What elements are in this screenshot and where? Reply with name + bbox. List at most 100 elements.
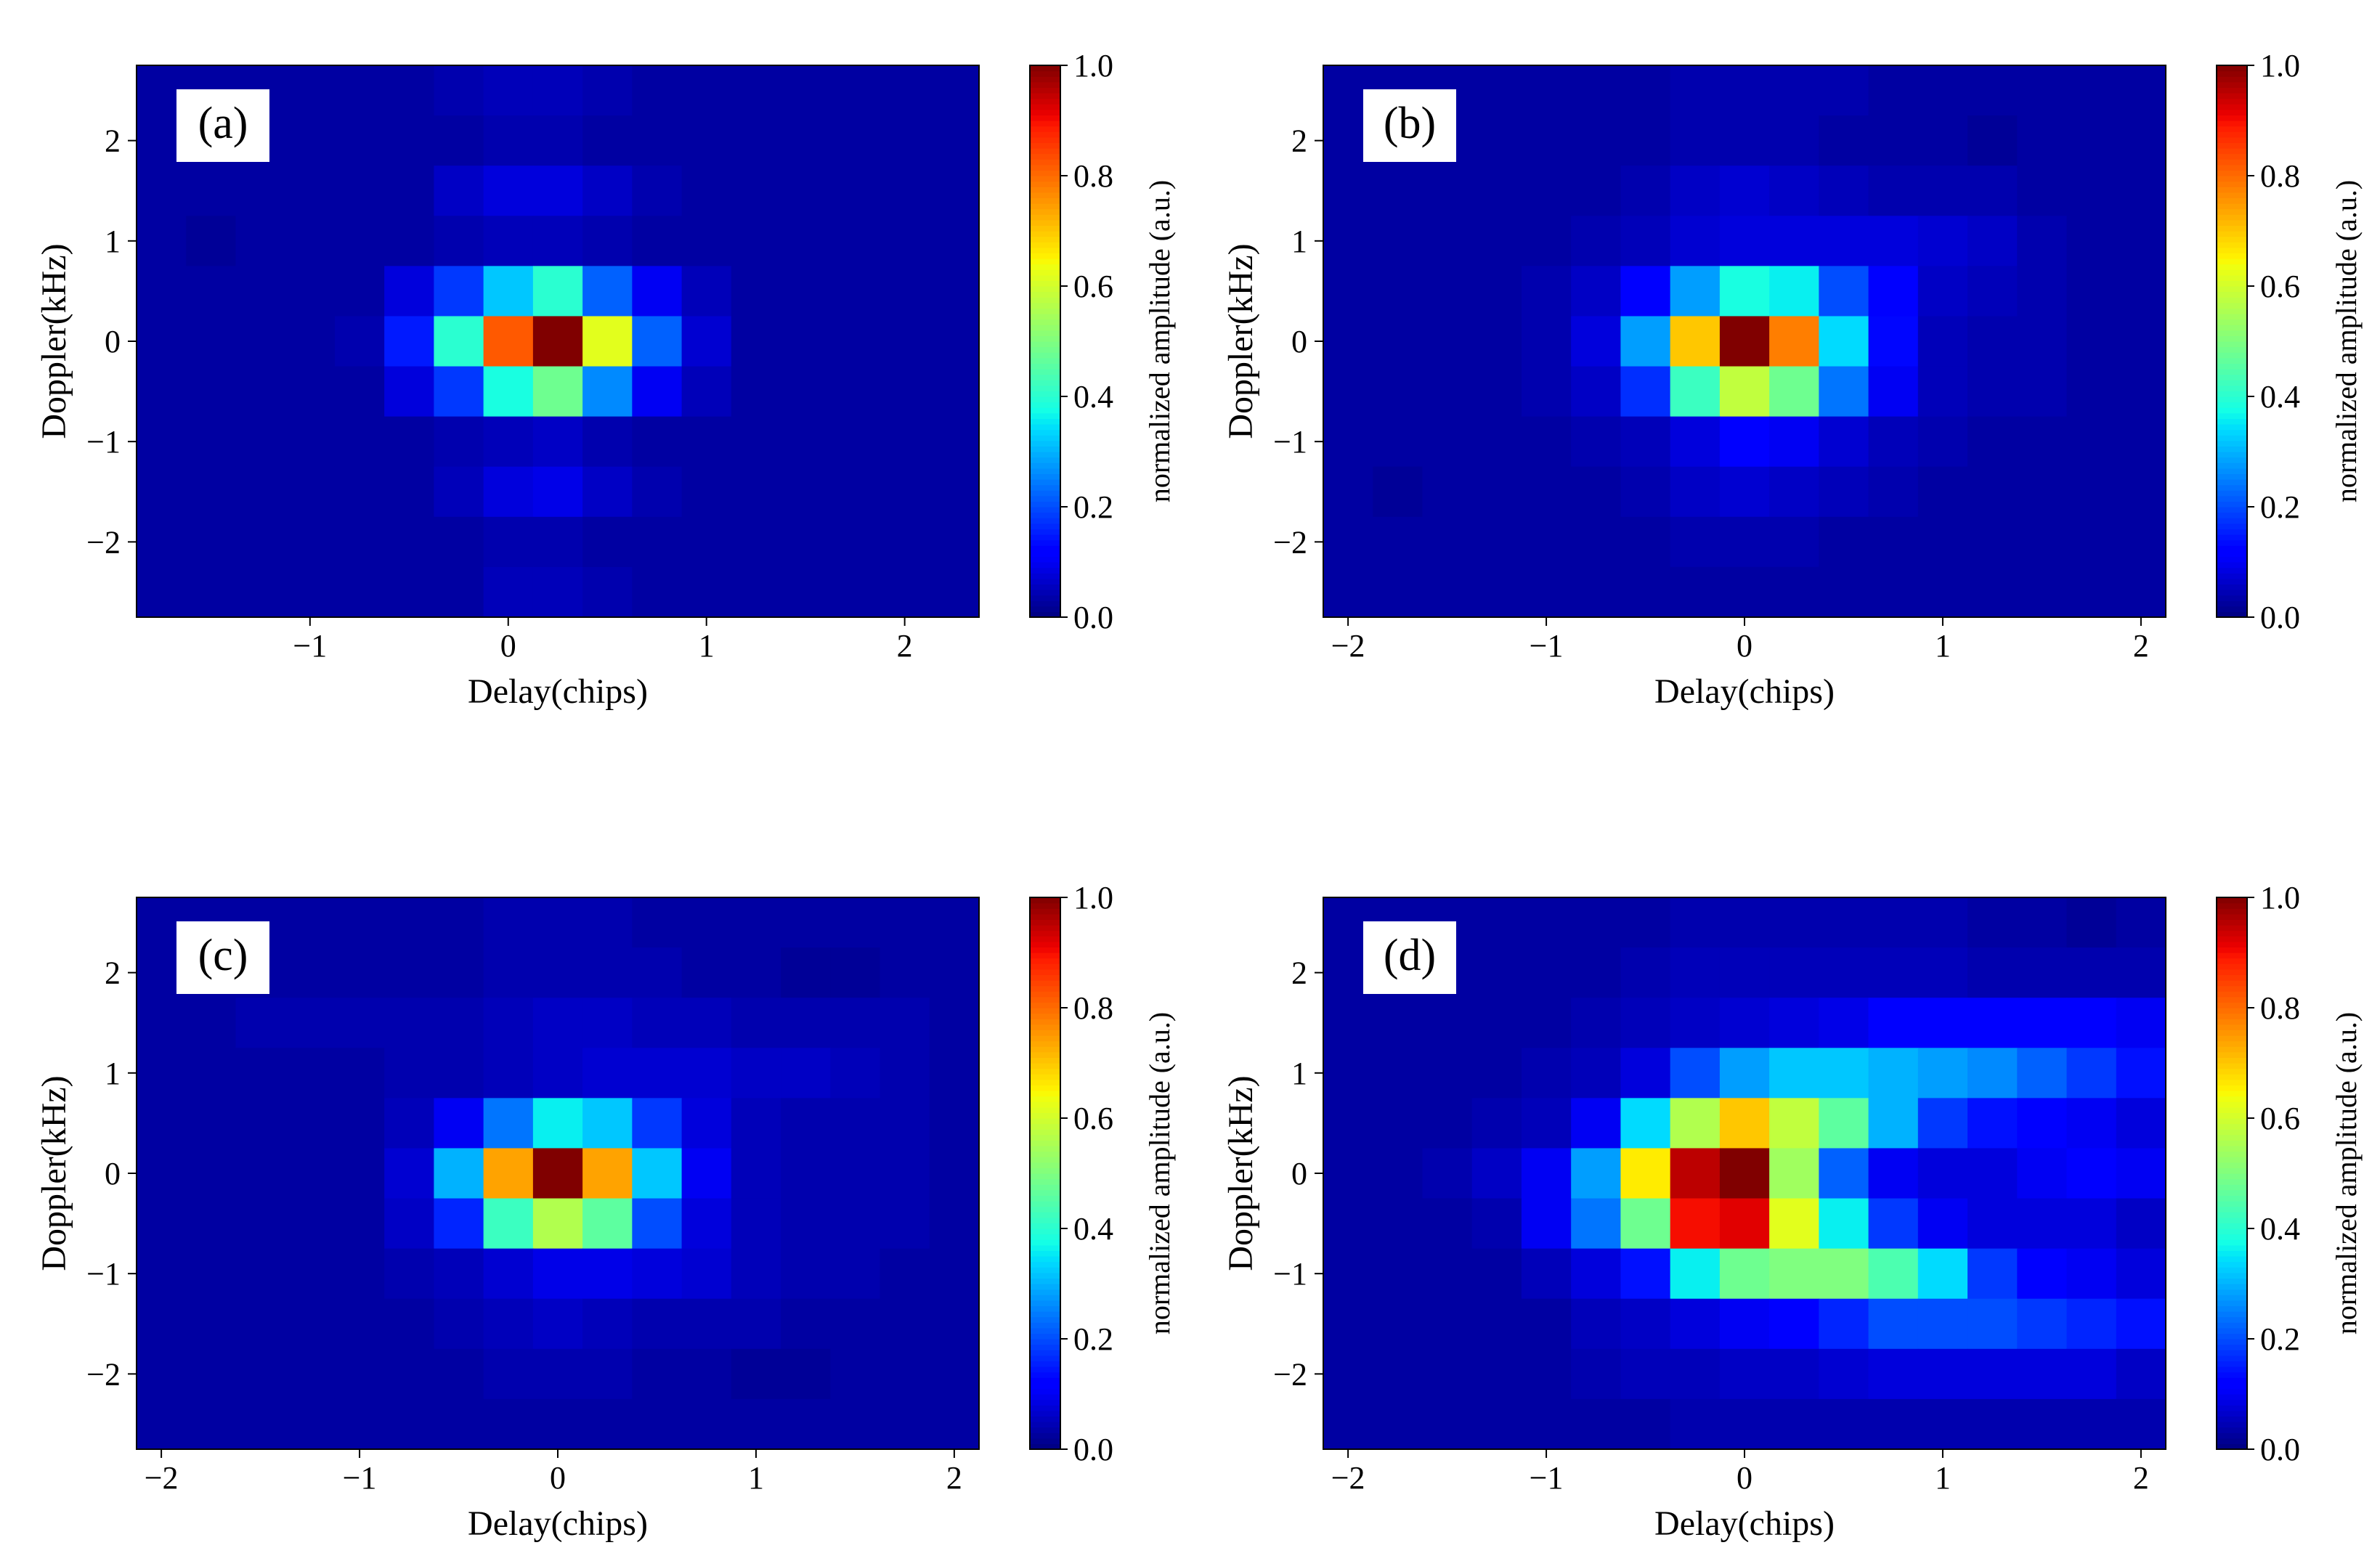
colorbar-segment xyxy=(1030,953,1060,959)
heatmap-cell xyxy=(830,416,881,468)
panel-label-box xyxy=(1363,921,1456,994)
heatmap-cell xyxy=(1819,1198,1869,1250)
colorbar-segment xyxy=(1030,1008,1060,1014)
heatmap-cell xyxy=(2017,1248,2068,1300)
colorbar-frame xyxy=(2216,897,2248,1450)
colorbar-segment xyxy=(1030,109,1060,115)
heatmap-cell xyxy=(2066,1148,2117,1199)
colorbar-segment xyxy=(2217,203,2247,210)
heatmap-cell xyxy=(880,1348,930,1400)
heatmap-cell xyxy=(1422,1048,1473,1099)
colorbar-segment xyxy=(1030,523,1060,529)
heatmap-cell xyxy=(532,1248,583,1300)
colorbar-segment xyxy=(2217,1035,2247,1042)
colorbar-segment xyxy=(2217,495,2247,502)
heatmap-cell xyxy=(880,115,930,166)
colorbar-segment xyxy=(1030,1244,1060,1251)
heatmap-cell xyxy=(137,516,187,568)
heatmap-cell xyxy=(1769,947,1819,998)
heatmap-cell xyxy=(1670,1298,1721,1350)
heatmap-cell xyxy=(880,516,930,568)
heatmap-cell xyxy=(285,1198,336,1250)
colorbar-segment xyxy=(2217,925,2247,932)
heatmap-cell xyxy=(929,316,980,367)
heatmap-cell xyxy=(1620,1198,1671,1250)
heatmap-cell xyxy=(731,516,781,568)
colorbar-segment xyxy=(1030,93,1060,99)
colorbar-tick-label: 0.2 xyxy=(1073,1321,1113,1357)
heatmap-cell xyxy=(1917,466,1968,518)
y-tick-label: 2 xyxy=(1291,123,1307,159)
colorbar-segment xyxy=(2217,1024,2247,1030)
heatmap-cell xyxy=(334,1248,385,1300)
heatmap-cell xyxy=(1868,1248,1919,1300)
heatmap-cell xyxy=(1670,466,1721,518)
colorbar-segment xyxy=(2217,1112,2247,1119)
colorbar-segment xyxy=(1030,562,1060,568)
heatmap-cell xyxy=(632,1398,683,1450)
heatmap-cell xyxy=(1819,266,1869,317)
colorbar-segment xyxy=(1030,219,1060,226)
panel-label-text: (b) xyxy=(1384,99,1436,148)
colorbar-segment xyxy=(1030,980,1060,987)
heatmap-cell xyxy=(1422,316,1473,367)
heatmap-cell xyxy=(731,416,781,468)
heatmap-cell xyxy=(1917,1048,1968,1099)
heatmap-cell xyxy=(731,566,781,618)
heatmap-cell xyxy=(532,1398,583,1450)
heatmap-cell xyxy=(483,1398,534,1450)
heatmap-cell xyxy=(1819,316,1869,367)
colorbar-tick-label: 1.0 xyxy=(2260,880,2300,916)
heatmap-cell xyxy=(483,947,534,998)
colorbar-segment xyxy=(1030,1355,1060,1361)
heatmap-cell xyxy=(532,897,583,948)
heatmap-cell xyxy=(1868,566,1919,618)
heatmap-cell xyxy=(434,1348,484,1400)
heatmap-cell xyxy=(285,266,336,317)
y-tick-label: 1 xyxy=(105,224,121,259)
colorbar-segment xyxy=(2217,490,2247,497)
panel-c: (c) −2 −1 0 1 2 −2 −1 0 1 2 Delay(chips) Doppler(kHz… xyxy=(35,880,1176,1543)
heatmap-cell xyxy=(1422,1398,1473,1450)
colorbar-segment xyxy=(2217,1366,2247,1373)
heatmap-cell xyxy=(830,266,881,317)
colorbar-segment xyxy=(2217,452,2247,458)
heatmap-cell xyxy=(2017,216,2068,266)
heatmap-cell xyxy=(1521,1048,1572,1099)
colorbar-segment xyxy=(2217,98,2247,105)
heatmap-cell xyxy=(830,1098,881,1149)
heatmap-cell xyxy=(2116,1198,2166,1250)
heatmap-cell xyxy=(2116,1098,2166,1149)
colorbar-segment xyxy=(1030,913,1060,920)
heatmap-cell xyxy=(1670,897,1721,948)
heatmap-cell xyxy=(1819,216,1869,266)
colorbar-segment xyxy=(2217,468,2247,474)
heatmap-cell xyxy=(2017,366,2068,417)
heatmap-cells xyxy=(137,897,980,1450)
heatmap-cell xyxy=(384,1398,435,1450)
colorbar-segment xyxy=(2217,440,2247,447)
x-axis-label: Delay(chips) xyxy=(1654,672,1835,711)
heatmap-cell xyxy=(731,1398,781,1450)
colorbar-segment xyxy=(1030,1267,1060,1273)
heatmap-cell xyxy=(384,1098,435,1149)
colorbar-segment xyxy=(2217,412,2247,419)
colorbar-segment xyxy=(1030,203,1060,210)
heatmap-cell xyxy=(1769,998,1819,1048)
heatmap-cell xyxy=(434,1298,484,1350)
heatmap-cell xyxy=(1620,897,1671,948)
heatmap-cell xyxy=(532,1198,583,1250)
colorbar-segment xyxy=(1030,357,1060,364)
heatmap-cell xyxy=(186,416,237,468)
heatmap-cell xyxy=(681,947,732,998)
heatmap-cell xyxy=(2017,998,2068,1048)
heatmap-cell xyxy=(532,1098,583,1149)
heatmap-cell xyxy=(1620,947,1671,998)
colorbar-segment xyxy=(1030,1300,1060,1306)
heatmap-cell xyxy=(1670,166,1721,216)
colorbar-segment xyxy=(2217,518,2247,524)
colorbar: 0.0 0.2 0.4 0.6 0.8 1.0 normalized amplitude (… xyxy=(2216,880,2363,1467)
heatmap-cell xyxy=(1521,1298,1572,1350)
colorbar-segment xyxy=(2217,1250,2247,1257)
heatmap-cell xyxy=(384,1198,435,1250)
